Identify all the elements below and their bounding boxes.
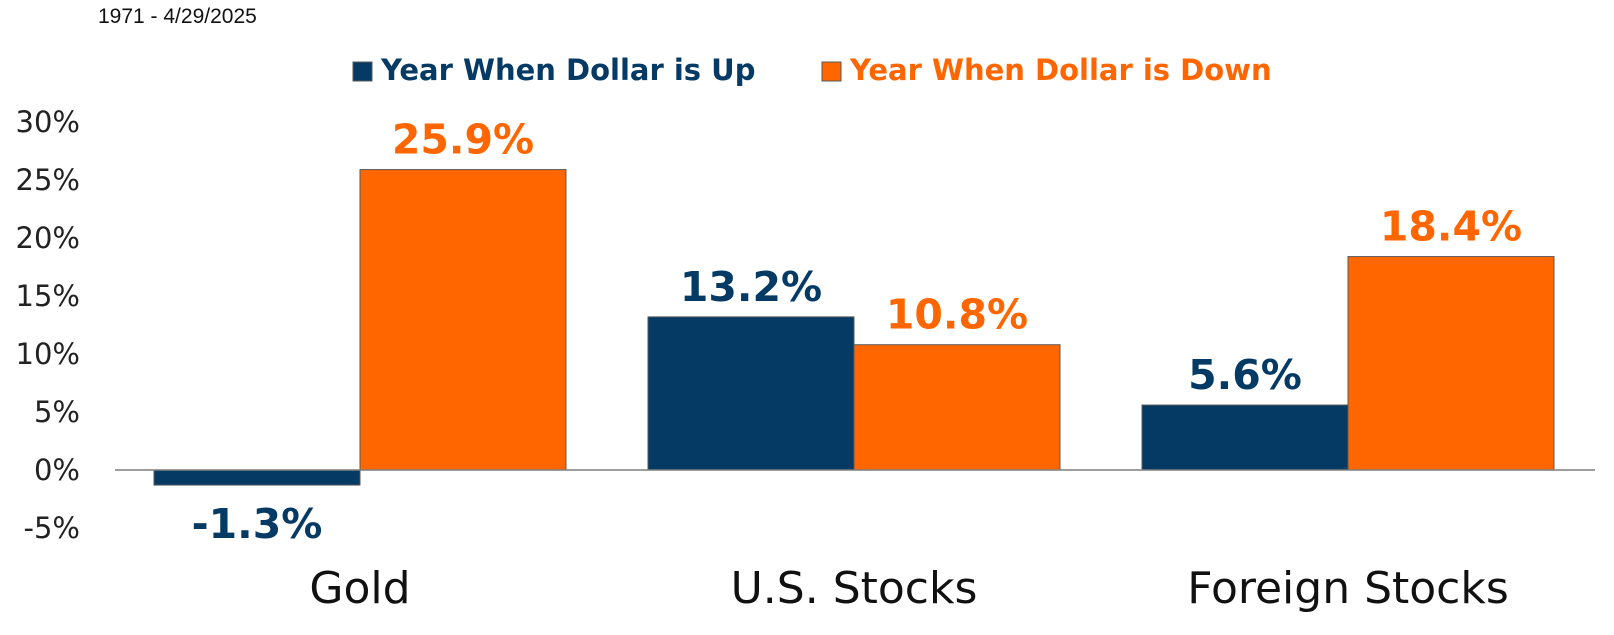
bar-dollar-down bbox=[1347, 256, 1555, 471]
bars bbox=[153, 169, 1555, 486]
legend-swatch-dollar-down bbox=[821, 61, 842, 82]
y-tick-label: -5% bbox=[24, 511, 80, 545]
data-label: 25.9% bbox=[392, 116, 534, 164]
data-label: 18.4% bbox=[1380, 203, 1522, 251]
bar-dollar-up bbox=[153, 469, 361, 486]
y-tick-label: 15% bbox=[16, 279, 80, 313]
data-label: -1.3% bbox=[192, 500, 323, 548]
data-label: 5.6% bbox=[1188, 351, 1302, 399]
y-tick-label: 0% bbox=[34, 453, 80, 487]
y-tick-label: 30% bbox=[16, 105, 80, 139]
legend-label-dollar-up: Year When Dollar is Up bbox=[380, 53, 755, 87]
bar-dollar-down bbox=[853, 344, 1061, 471]
legend-item-dollar-up: Year When Dollar is Up bbox=[352, 53, 755, 87]
y-tick-label: 10% bbox=[16, 337, 80, 371]
data-labels: -1.3% 25.9% 13.2% 10.8% 5.6% 18.4% bbox=[192, 116, 1522, 549]
legend-label-dollar-down: Year When Dollar is Down bbox=[849, 53, 1272, 87]
x-tick-label: U.S. Stocks bbox=[731, 563, 978, 614]
y-tick-label: 25% bbox=[16, 163, 80, 197]
bar-dollar-up bbox=[647, 316, 855, 471]
data-label: 10.8% bbox=[886, 291, 1028, 339]
bar-dollar-down bbox=[359, 169, 567, 471]
y-axis: 30% 25% 20% 15% 10% 5% 0% -5% bbox=[16, 105, 80, 545]
x-axis: Gold U.S. Stocks Foreign Stocks bbox=[309, 563, 1508, 614]
legend-swatch-dollar-up bbox=[352, 61, 373, 82]
x-tick-label: Foreign Stocks bbox=[1187, 563, 1509, 614]
y-tick-label: 20% bbox=[16, 221, 80, 255]
bar-dollar-up bbox=[1141, 404, 1349, 471]
y-tick-label: 5% bbox=[34, 395, 80, 429]
legend-item-dollar-down: Year When Dollar is Down bbox=[821, 53, 1272, 87]
legend: Year When Dollar is Up Year When Dollar … bbox=[352, 53, 1272, 87]
x-tick-label: Gold bbox=[309, 563, 410, 614]
data-label: 13.2% bbox=[680, 263, 822, 311]
chart-subtitle: 1971 - 4/29/2025 bbox=[98, 5, 257, 28]
